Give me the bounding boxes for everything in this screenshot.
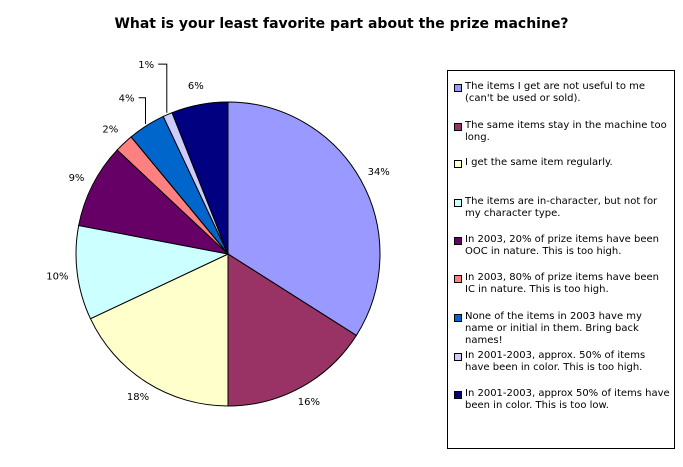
pie-slice xyxy=(78,149,230,255)
legend-label: The items I get are not useful to me (ca… xyxy=(465,81,646,104)
pie-slice xyxy=(171,101,229,255)
legend-label: In 2003, 80% of prize items have been IC… xyxy=(465,272,659,295)
pie-slice xyxy=(89,253,229,407)
leader-line xyxy=(138,97,146,124)
legend-swatch xyxy=(454,275,462,283)
legend-swatch xyxy=(454,123,462,131)
legend-item: In 2003, 80% of prize items have been IC… xyxy=(454,272,670,296)
pie-slice xyxy=(227,253,358,407)
legend-label: In 2001-2003, approx 50% of items have b… xyxy=(465,388,670,411)
legend-item: None of the items in 2003 have my name o… xyxy=(454,311,670,347)
legend: The items I get are not useful to me (ca… xyxy=(447,70,675,449)
data-label: 9% xyxy=(69,173,85,184)
data-label: 2% xyxy=(102,125,118,136)
legend-swatch xyxy=(454,353,462,361)
data-label: 10% xyxy=(46,272,68,283)
leader-line xyxy=(158,63,168,113)
data-label: 1% xyxy=(138,60,154,71)
data-label: 34% xyxy=(368,167,390,178)
legend-label: None of the items in 2003 have my name o… xyxy=(465,311,642,346)
data-label: 6% xyxy=(188,81,204,92)
legend-swatch xyxy=(454,199,462,207)
legend-label: I get the same item regularly. xyxy=(465,157,613,168)
legend-item: In 2003, 20% of prize items have been OO… xyxy=(454,234,670,258)
legend-item: The items I get are not useful to me (ca… xyxy=(454,81,670,105)
legend-label: The same items stay in the machine too l… xyxy=(465,120,667,143)
pie-slice xyxy=(75,224,230,320)
data-label: 4% xyxy=(119,94,135,105)
legend-swatch xyxy=(454,84,462,92)
legend-swatch xyxy=(454,391,462,399)
legend-label: In 2003, 20% of prize items have been OO… xyxy=(465,234,659,257)
legend-item: The items are in-character, but not for … xyxy=(454,196,670,220)
data-label: 18% xyxy=(127,392,149,403)
legend-label: The items are in-character, but not for … xyxy=(465,196,658,219)
legend-swatch xyxy=(454,314,462,322)
legend-swatch xyxy=(454,237,462,245)
legend-item: In 2001-2003, approx. 50% of items have … xyxy=(454,350,670,374)
chart-title: What is your least favorite part about t… xyxy=(114,16,569,32)
data-label: 16% xyxy=(298,397,320,408)
legend-label: In 2001-2003, approx. 50% of items have … xyxy=(465,350,646,373)
legend-swatch xyxy=(454,160,462,168)
legend-item: The same items stay in the machine too l… xyxy=(454,120,670,144)
legend-item: In 2001-2003, approx 50% of items have b… xyxy=(454,388,670,412)
legend-item: I get the same item regularly. xyxy=(454,157,670,169)
pie-slice xyxy=(227,101,381,337)
